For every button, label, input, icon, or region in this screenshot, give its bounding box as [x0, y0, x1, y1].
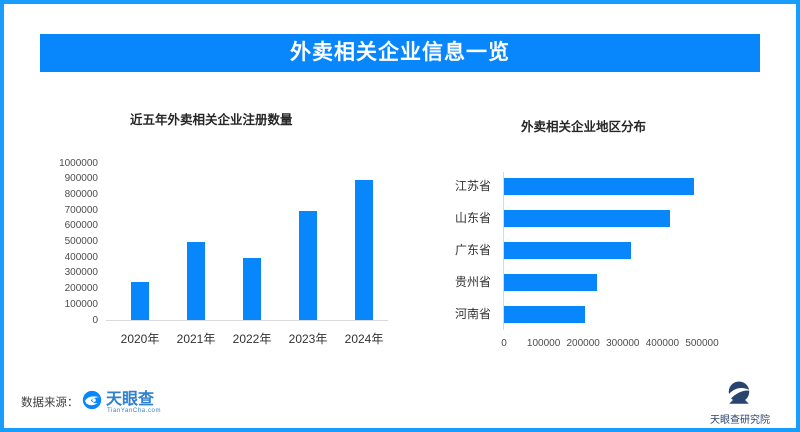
- tianyancha-eye-icon: [82, 390, 102, 415]
- x-axis-line: [106, 320, 388, 321]
- x-axis-tick-label: 500000: [685, 338, 719, 349]
- bar-江苏省: [504, 178, 695, 195]
- y-axis-tick-label: 900000: [64, 173, 98, 185]
- y-axis-category-label: 贵州省: [454, 275, 491, 289]
- y-axis-tick-label: 600000: [64, 220, 98, 232]
- x-axis-tick-label: 200000: [566, 338, 600, 349]
- y-axis-tick-label: 0: [92, 314, 98, 326]
- x-axis-tick-label: 100000: [526, 338, 561, 349]
- x-axis-category-label: 2024年: [344, 332, 384, 346]
- y-axis-tick-label: 1000000: [59, 157, 98, 169]
- x-axis-category-label: 2022年: [232, 332, 272, 346]
- bar-2023年: [299, 211, 317, 320]
- y-axis-tick-label: 800000: [64, 189, 98, 201]
- y-axis-tick-label: 700000: [64, 204, 98, 216]
- y-axis-line: [503, 172, 504, 330]
- header-banner: 外卖相关企业信息一览: [40, 34, 760, 72]
- y-axis-tick-label: 200000: [64, 283, 98, 295]
- y-axis-tick-label: 500000: [64, 236, 98, 248]
- research-institute-icon: [723, 381, 755, 413]
- distribution-chart-title: 外卖相关企业地区分布: [521, 120, 647, 134]
- y-axis-category-label: 广东省: [454, 243, 491, 257]
- bar-2021年: [187, 242, 205, 320]
- tianyancha-logo-text: 天眼查: [106, 391, 155, 408]
- x-axis-category-label: 2023年: [288, 332, 328, 346]
- bar-2022年: [243, 258, 261, 320]
- bar-河南省: [504, 306, 586, 323]
- bar-2024年: [355, 179, 373, 320]
- bar-贵州省: [504, 274, 598, 291]
- bar-2020年: [131, 281, 149, 320]
- bar-广东省: [504, 242, 631, 259]
- bar-山东省: [504, 210, 671, 227]
- research-institute-text: 天眼查研究院: [710, 415, 770, 426]
- registrations-chart-title: 近五年外卖相关企业注册数量: [130, 113, 293, 127]
- y-axis-category-label: 河南省: [454, 307, 491, 321]
- x-axis-tick-label: 300000: [606, 338, 640, 349]
- data-source-label: 数据来源：: [21, 397, 79, 409]
- y-axis-tick-label: 100000: [64, 298, 98, 310]
- y-axis-category-label: 江苏省: [454, 179, 491, 193]
- x-axis-tick-label: 400000: [645, 338, 680, 349]
- x-axis-category-label: 2021年: [176, 332, 216, 346]
- y-axis-tick-label: 300000: [64, 267, 98, 279]
- x-axis-tick-label: 0: [501, 338, 507, 349]
- y-axis-tick-label: 400000: [64, 251, 98, 263]
- page-title: 外卖相关企业信息一览: [290, 41, 510, 64]
- tianyancha-logo-subtext: TianYanCha.com: [107, 408, 162, 414]
- x-axis-category-label: 2020年: [120, 332, 160, 346]
- y-axis-category-label: 山东省: [454, 211, 491, 225]
